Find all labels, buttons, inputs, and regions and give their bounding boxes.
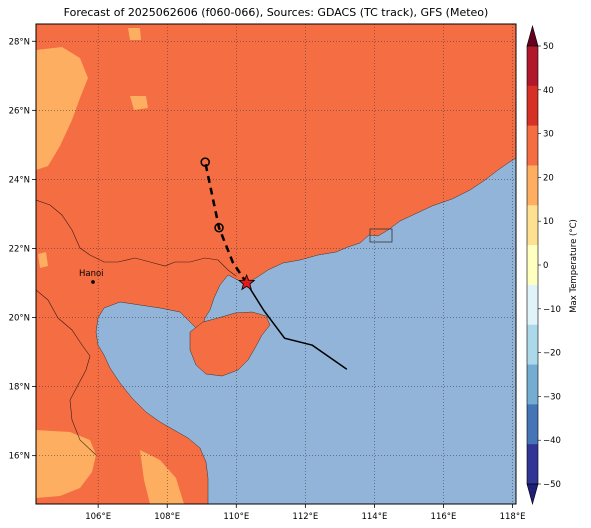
colorbar-tick-label: 10: [543, 217, 554, 227]
x-tick-label: 118°E: [500, 512, 526, 522]
colorbar-tick-label: 20: [543, 173, 554, 183]
mild-zone-south-vietnam: [36, 430, 96, 498]
colorbar-label: Max Temperature (°C): [569, 219, 579, 313]
map-plot-area[interactable]: Hanoi: [36, 24, 516, 504]
mild-zone-southern-strip: [140, 450, 184, 504]
colorbar-band: [527, 85, 538, 126]
colorbar-band: [527, 284, 538, 326]
colorbar-band: [527, 245, 538, 286]
x-tick-label: 116°E: [431, 512, 457, 522]
colorbar-band: [527, 165, 538, 206]
map-frame: [35, 23, 517, 505]
tc-forecast-markers: [200, 157, 224, 233]
colorbar-band: [527, 364, 538, 405]
colorbar-tick-label: −30: [543, 392, 561, 402]
mainland-region: [36, 24, 516, 504]
colorbar-tick-label: 50: [543, 42, 554, 52]
colorbar-tick-label: −40: [543, 436, 561, 446]
colorbar: 50 40 30 20 10 0 −10 −20 −30 −40 −50: [526, 24, 561, 506]
hanoi-city-dot: [91, 280, 95, 284]
tc-past-track: [245, 282, 348, 370]
colorbar-extend-top: [526, 24, 539, 47]
y-tick-label: 26°N: [9, 106, 30, 116]
x-tick-label: 108°E: [154, 512, 180, 522]
colorbar-band: [527, 46, 538, 87]
mild-zone-north-center: [128, 28, 141, 40]
y-tick-label: 16°N: [9, 452, 30, 462]
x-tick-label: 110°E: [223, 512, 249, 522]
y-tick-label: 24°N: [9, 175, 30, 185]
tc-forecast-marker[interactable]: [214, 222, 224, 233]
x-tick-label: 114°E: [361, 512, 387, 522]
colorbar-tick-label: −20: [543, 349, 561, 359]
x-tick-label: 112°E: [292, 512, 318, 522]
colorbar-band: [527, 205, 538, 246]
colorbar-tick-label: −10: [543, 305, 561, 315]
y-tick-label: 20°N: [9, 314, 30, 324]
border-line-2: [36, 289, 97, 456]
colorbar-band: [527, 125, 538, 166]
hainan-island: [189, 311, 271, 377]
border-line: [36, 199, 237, 277]
colorbar-band: [527, 444, 538, 485]
colorbar-band: [527, 404, 538, 445]
hong-kong-box: [369, 228, 393, 243]
mild-zone-small-west: [38, 252, 48, 268]
hanoi-city-label: Hanoi: [79, 269, 104, 279]
y-tick-label: 18°N: [9, 383, 30, 393]
colorbar-tick-label: 40: [543, 86, 554, 96]
colorbar-tick-label: 30: [543, 130, 554, 140]
colorbar-band: [527, 324, 538, 365]
colorbar-extend-bottom: [526, 483, 539, 506]
x-tick-label: 106°E: [85, 512, 111, 522]
colorbar-tick-label: 0: [543, 261, 548, 271]
y-tick-label: 22°N: [9, 244, 30, 254]
tc-current-position-star[interactable]: [237, 273, 256, 291]
axis-ticks: 106°E 108°E 110°E 112°E 114°E 116°E 118°E 16°N 1…: [9, 37, 526, 522]
tc-forecast-track: [203, 161, 248, 284]
mild-zone-northwest: [36, 47, 88, 170]
tc-forecast-marker[interactable]: [200, 157, 210, 167]
grid-lines: [36, 24, 516, 504]
y-tick-label: 28°N: [9, 37, 30, 47]
colorbar-tick-label: −50: [543, 480, 561, 490]
map-title: Forecast of 2025062606 (f060-066), Sourc…: [63, 6, 489, 19]
mild-zone-north-patch: [130, 96, 148, 110]
